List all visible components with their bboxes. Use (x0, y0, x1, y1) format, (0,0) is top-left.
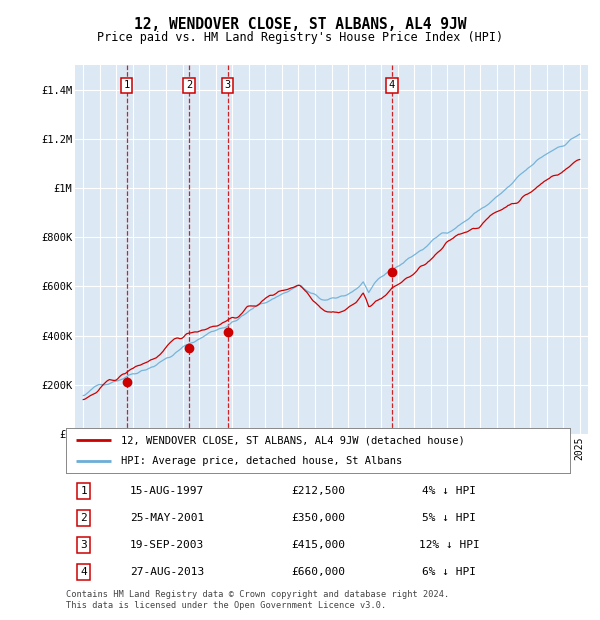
Text: 27-AUG-2013: 27-AUG-2013 (130, 567, 204, 577)
Text: 15-AUG-1997: 15-AUG-1997 (130, 486, 204, 496)
Text: £415,000: £415,000 (291, 540, 345, 550)
Text: £350,000: £350,000 (291, 513, 345, 523)
Text: 12, WENDOVER CLOSE, ST ALBANS, AL4 9JW: 12, WENDOVER CLOSE, ST ALBANS, AL4 9JW (134, 17, 466, 32)
Text: 3: 3 (80, 540, 87, 550)
Text: 3: 3 (224, 81, 231, 91)
Text: 12, WENDOVER CLOSE, ST ALBANS, AL4 9JW (detached house): 12, WENDOVER CLOSE, ST ALBANS, AL4 9JW (… (121, 435, 465, 446)
Text: £212,500: £212,500 (291, 486, 345, 496)
Text: £660,000: £660,000 (291, 567, 345, 577)
Text: 12% ↓ HPI: 12% ↓ HPI (419, 540, 479, 550)
Text: 25-MAY-2001: 25-MAY-2001 (130, 513, 204, 523)
Text: 5% ↓ HPI: 5% ↓ HPI (422, 513, 476, 523)
Text: 2: 2 (186, 81, 193, 91)
Text: 1: 1 (80, 486, 87, 496)
Text: HPI: Average price, detached house, St Albans: HPI: Average price, detached house, St A… (121, 456, 403, 466)
Text: 1: 1 (124, 81, 130, 91)
Text: 19-SEP-2003: 19-SEP-2003 (130, 540, 204, 550)
Text: Price paid vs. HM Land Registry's House Price Index (HPI): Price paid vs. HM Land Registry's House … (97, 31, 503, 44)
Text: 4: 4 (80, 567, 87, 577)
Text: 4: 4 (389, 81, 395, 91)
Text: 2: 2 (80, 513, 87, 523)
Text: 4% ↓ HPI: 4% ↓ HPI (422, 486, 476, 496)
Text: 6% ↓ HPI: 6% ↓ HPI (422, 567, 476, 577)
Text: Contains HM Land Registry data © Crown copyright and database right 2024.
This d: Contains HM Land Registry data © Crown c… (66, 590, 449, 609)
